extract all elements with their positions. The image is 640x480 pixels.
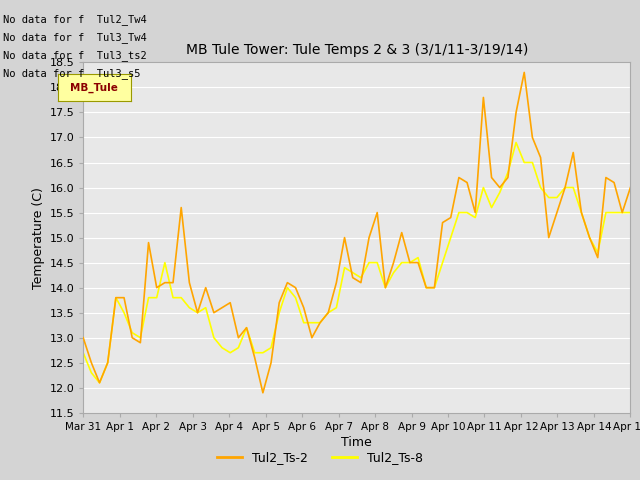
Tul2_Ts-8 (594, 250, 602, 255)
Line: Tul2_Ts-8: Tul2_Ts-8 (83, 143, 630, 383)
Tul2_Ts-8 (96, 380, 104, 385)
Tul2_Ts-8 (79, 350, 87, 356)
Tul2_Ts-2 (594, 255, 602, 261)
Text: No data for f  Tul2_Tw4: No data for f Tul2_Tw4 (3, 13, 147, 24)
Tul2_Ts-8 (627, 210, 634, 216)
Tul2_Ts-2 (259, 390, 267, 396)
Text: No data for f  Tul3_s5: No data for f Tul3_s5 (3, 68, 141, 79)
Y-axis label: Temperature (C): Temperature (C) (32, 187, 45, 288)
Tul2_Ts-8 (529, 160, 536, 166)
Line: Tul2_Ts-2: Tul2_Ts-2 (83, 72, 630, 393)
X-axis label: Time: Time (341, 436, 372, 449)
Tul2_Ts-2 (520, 70, 528, 75)
Tul2_Ts-8 (512, 140, 520, 145)
Tul2_Ts-8 (455, 210, 463, 216)
Tul2_Ts-8 (479, 185, 487, 191)
Tul2_Ts-2 (627, 185, 634, 191)
Text: No data for f  Tul3_Tw4: No data for f Tul3_Tw4 (3, 32, 147, 43)
Tul2_Ts-2 (529, 134, 536, 140)
Tul2_Ts-2 (479, 95, 487, 100)
Tul2_Ts-2 (455, 175, 463, 180)
Text: MB_Tule: MB_Tule (70, 83, 118, 93)
Tul2_Ts-2 (586, 235, 593, 240)
Text: No data for f  Tul3_ts2: No data for f Tul3_ts2 (3, 50, 147, 61)
Tul2_Ts-8 (586, 235, 593, 240)
Tul2_Ts-2 (577, 210, 585, 216)
Tul2_Ts-8 (577, 210, 585, 216)
Legend: Tul2_Ts-2, Tul2_Ts-8: Tul2_Ts-2, Tul2_Ts-8 (212, 446, 428, 469)
Tul2_Ts-2 (79, 335, 87, 341)
Title: MB Tule Tower: Tule Temps 2 & 3 (3/1/11-3/19/14): MB Tule Tower: Tule Temps 2 & 3 (3/1/11-… (186, 43, 528, 57)
